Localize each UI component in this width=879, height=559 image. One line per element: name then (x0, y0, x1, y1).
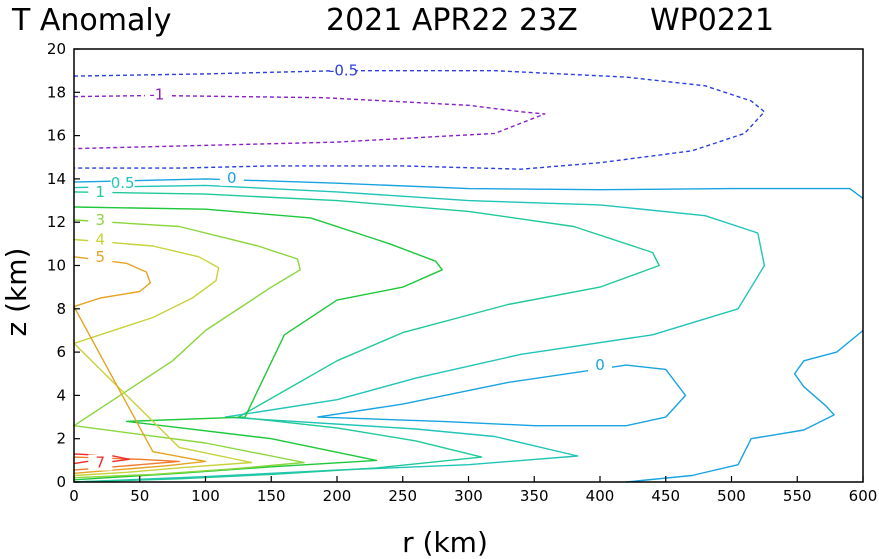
contour-line--0p5 (73, 69, 766, 170)
x-tick-label: 50 (130, 487, 149, 505)
contour-label-bg (88, 231, 113, 248)
contour-label-bg (88, 454, 113, 471)
contour-label: 5 (96, 248, 106, 266)
contour-label-bg (88, 212, 113, 229)
chart-title: T Anomaly (11, 3, 171, 38)
contour-line-2 (73, 206, 443, 481)
contour-line--1 (73, 94, 546, 150)
contour-label: 0 (227, 169, 237, 187)
contour-lines (73, 69, 864, 483)
contour-line-5 (73, 256, 207, 474)
x-tick-label: 250 (388, 487, 417, 505)
contour-labels: -1 -0.5 0 0 0.5 1 3 45 7 (88, 62, 612, 472)
contour-line-3 (73, 219, 305, 479)
contour-label: 4 (96, 231, 106, 249)
x-axis-label: r (km) (402, 526, 488, 559)
contour-label-bg (110, 175, 135, 192)
contour-label-bg (219, 169, 244, 186)
x-tick-label: 100 (191, 487, 220, 505)
contour-label-bg (88, 248, 113, 265)
plot-frame (73, 48, 864, 483)
x-tick-label: 550 (783, 487, 812, 505)
contour-line-4 (73, 238, 253, 477)
contour-label: -0.5 (329, 62, 358, 80)
contour-label: 0 (595, 356, 605, 374)
contour-label-bg (144, 86, 169, 103)
x-tick-label: 600 (849, 487, 878, 505)
contour-label-bg (588, 357, 612, 374)
y-tick-label: 16 (47, 127, 66, 145)
x-tick-label: 200 (323, 487, 352, 505)
y-tick-label: 2 (56, 430, 66, 448)
x-tick-label: 300 (454, 487, 483, 505)
y-tick-label: 6 (56, 343, 66, 361)
x-tick-label: 0 (69, 487, 79, 505)
chart-storm-id: WP0221 (650, 3, 774, 38)
y-tick-label: 12 (47, 213, 66, 231)
x-tick-label: 450 (651, 487, 680, 505)
contour-label: 0.5 (111, 174, 135, 192)
x-tick-label: 150 (257, 487, 286, 505)
y-tick-label: 18 (47, 83, 66, 101)
contour-line-0 (73, 178, 864, 199)
contour-label: 3 (96, 211, 106, 229)
contour-label: -1 (149, 85, 164, 103)
x-axis-ticks: 0 50 100 150 200 250 300 350 400 450 500 550 600 (69, 476, 877, 505)
contour-line-0p5 (73, 184, 766, 483)
y-tick-label: 8 (56, 300, 66, 318)
contour-label: 1 (96, 183, 106, 201)
y-axis-ticks: 0 2 4 6 8 10 12 14 16 18 20 (47, 40, 80, 491)
contour-line-0 (626, 329, 864, 483)
y-tick-label: 14 (47, 170, 66, 188)
y-tick-label: 20 (47, 40, 66, 58)
x-tick-label: 400 (586, 487, 615, 505)
y-tick-label: 0 (56, 473, 66, 491)
y-tick-label: 10 (47, 257, 66, 275)
contour-label: 7 (96, 454, 106, 472)
y-tick-label: 4 (56, 386, 66, 404)
x-tick-label: 350 (520, 487, 549, 505)
contour-label-bg (331, 62, 356, 79)
contour-line-0 (317, 364, 687, 427)
y-axis-label: z (km) (0, 248, 33, 337)
chart-date: 2021 APR22 23Z (326, 3, 578, 38)
contour-label-bg (88, 183, 113, 200)
contour-line-1 (73, 191, 660, 483)
x-tick-label: 500 (717, 487, 746, 505)
